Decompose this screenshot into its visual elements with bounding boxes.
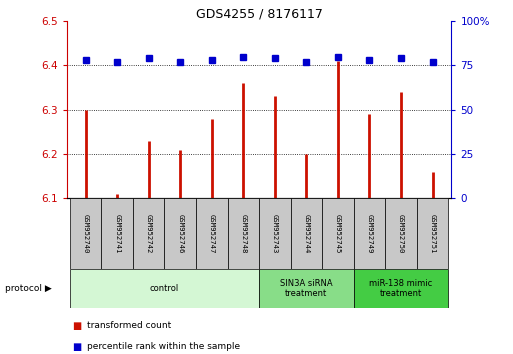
Text: GSM952751: GSM952751 xyxy=(429,214,436,253)
Bar xyxy=(259,198,290,269)
Bar xyxy=(259,269,353,308)
Text: GSM952745: GSM952745 xyxy=(335,214,341,253)
Text: protocol ▶: protocol ▶ xyxy=(5,284,52,293)
Text: GSM952742: GSM952742 xyxy=(146,214,152,253)
Text: SIN3A siRNA
treatment: SIN3A siRNA treatment xyxy=(280,279,333,298)
Bar xyxy=(196,198,228,269)
Bar xyxy=(417,198,448,269)
Bar xyxy=(353,198,385,269)
Bar xyxy=(133,198,165,269)
Text: GSM952747: GSM952747 xyxy=(209,214,215,253)
Text: percentile rank within the sample: percentile rank within the sample xyxy=(87,342,240,352)
Bar xyxy=(385,198,417,269)
Text: ■: ■ xyxy=(72,321,81,331)
Bar xyxy=(353,269,448,308)
Text: GSM952743: GSM952743 xyxy=(272,214,278,253)
Text: GSM952741: GSM952741 xyxy=(114,214,120,253)
Text: control: control xyxy=(150,284,179,293)
Text: GSM952749: GSM952749 xyxy=(366,214,372,253)
Text: GSM952740: GSM952740 xyxy=(83,214,89,253)
Text: GSM952746: GSM952746 xyxy=(177,214,183,253)
Title: GDS4255 / 8176117: GDS4255 / 8176117 xyxy=(195,7,323,20)
Bar xyxy=(322,198,353,269)
Bar xyxy=(102,198,133,269)
Text: transformed count: transformed count xyxy=(87,321,171,330)
Bar xyxy=(70,269,259,308)
Bar xyxy=(228,198,259,269)
Text: GSM952744: GSM952744 xyxy=(303,214,309,253)
Bar xyxy=(70,198,102,269)
Bar xyxy=(290,198,322,269)
Text: ■: ■ xyxy=(72,342,81,352)
Text: miR-138 mimic
treatment: miR-138 mimic treatment xyxy=(369,279,432,298)
Text: GSM952750: GSM952750 xyxy=(398,214,404,253)
Text: GSM952748: GSM952748 xyxy=(240,214,246,253)
Bar xyxy=(165,198,196,269)
